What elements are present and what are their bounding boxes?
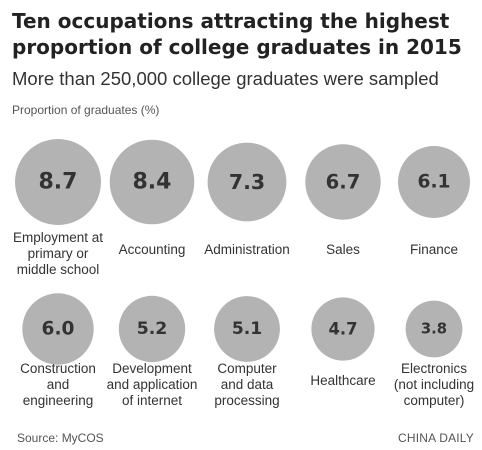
bubble-value-label: 7.3 — [229, 170, 265, 194]
bubble-value-label: 6.1 — [417, 172, 450, 193]
category-label: Healthcare — [310, 373, 375, 388]
bubble — [109, 139, 195, 225]
category-label: of internet — [122, 393, 182, 408]
category-label: and — [47, 377, 70, 392]
source-note: Source: MyCOS — [17, 431, 104, 445]
category-label: Administration — [204, 242, 290, 257]
category-label: and application — [107, 377, 198, 392]
category-label: primary or — [28, 246, 89, 261]
category-label: computer) — [404, 393, 465, 408]
publisher-credit: CHINA DAILY — [398, 431, 474, 445]
category-label: Employment at — [13, 230, 103, 245]
bubble-value-label: 8.4 — [133, 170, 172, 195]
category-label: Development — [112, 361, 192, 376]
category-label: Accounting — [119, 242, 186, 257]
category-label: (not including — [394, 377, 474, 392]
bubble — [22, 293, 94, 365]
bubble-value-label: 5.1 — [232, 319, 262, 339]
category-label: Construction — [20, 361, 96, 376]
category-label: processing — [214, 393, 279, 408]
bubble-value-label: 3.8 — [421, 321, 447, 338]
bubble — [398, 146, 470, 218]
bubble-value-label: 8.7 — [39, 170, 78, 195]
bubble — [15, 139, 101, 225]
bubble-value-label: 6.0 — [42, 319, 75, 340]
category-label: Finance — [410, 242, 458, 257]
category-label: Computer — [217, 361, 277, 376]
category-label: middle school — [17, 262, 100, 277]
category-label: Electronics — [401, 361, 467, 376]
bubble — [311, 297, 375, 361]
bubble — [207, 142, 287, 222]
category-label: engineering — [23, 393, 94, 408]
category-label: Sales — [326, 242, 360, 257]
bubble-value-label: 5.2 — [137, 319, 168, 339]
bubble — [214, 296, 280, 362]
bubble-value-label: 4.7 — [328, 320, 357, 339]
chart-subtitle: More than 250,000 college graduates were… — [12, 68, 439, 89]
y-axis-label: Proportion of graduates (%) — [12, 103, 160, 117]
bubble-value-label: 6.7 — [326, 171, 361, 194]
bubble — [405, 300, 463, 358]
category-label: and data — [221, 377, 274, 392]
chart-title: Ten occupations attracting the highest p… — [12, 9, 462, 59]
bubble — [305, 144, 381, 220]
bubble — [118, 295, 186, 363]
